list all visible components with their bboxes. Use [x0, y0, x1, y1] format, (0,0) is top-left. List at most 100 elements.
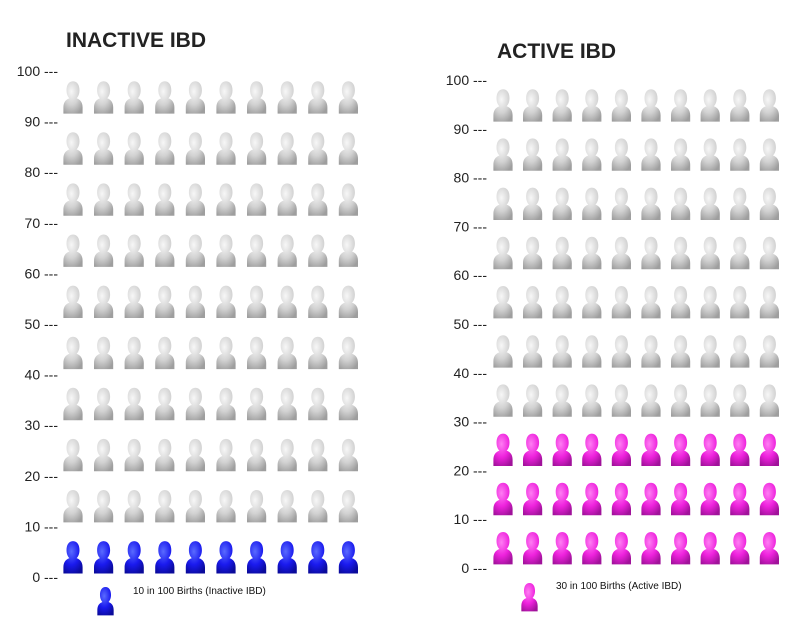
legend-person-icon: [521, 583, 538, 612]
person-icon: [700, 89, 720, 122]
person-icon: [582, 187, 602, 220]
y-tick-label: 50 ---: [25, 316, 59, 332]
highlighted-person-icon: [700, 532, 720, 565]
y-tick-label: 100 ---: [17, 63, 59, 79]
highlighted-person-icon: [582, 482, 602, 516]
person-icon: [700, 335, 720, 368]
person-icon: [185, 336, 205, 370]
highlighted-person-icon: [730, 532, 750, 565]
person-icon: [155, 234, 175, 267]
person-icon: [641, 236, 661, 270]
person-icon: [124, 285, 144, 318]
person-icon: [338, 336, 358, 370]
person-icon: [759, 335, 779, 368]
person-icon: [611, 187, 631, 220]
person-icon: [277, 438, 297, 472]
highlighted-person-icon: [124, 541, 144, 574]
person-icon: [552, 286, 572, 319]
person-icon: [124, 438, 144, 472]
y-tick-label: 90 ---: [25, 114, 59, 130]
highlighted-person-icon: [523, 482, 543, 516]
person-icon: [216, 336, 236, 370]
highlighted-person-icon: [493, 482, 513, 516]
person-icon: [641, 335, 661, 368]
person-icon: [700, 236, 720, 270]
highlighted-person-icon: [700, 433, 720, 466]
person-icon: [308, 183, 328, 216]
person-icon: [308, 336, 328, 370]
person-icon: [185, 132, 205, 165]
person-icon: [94, 81, 114, 114]
highlighted-person-icon: [94, 541, 114, 574]
person-icon: [216, 438, 236, 472]
person-icon: [308, 387, 328, 421]
y-tick-label: 50 ---: [454, 316, 488, 332]
person-icon: [552, 236, 572, 270]
person-icon: [552, 187, 572, 220]
person-icon: [338, 438, 358, 472]
y-tick-label: 20 ---: [454, 462, 488, 478]
highlighted-person-icon: [493, 532, 513, 565]
highlighted-person-icon: [155, 541, 175, 574]
person-icon: [671, 89, 691, 122]
y-tick-label: 70 ---: [454, 218, 488, 234]
person-icon: [582, 138, 602, 171]
person-icon: [523, 187, 543, 220]
person-icon: [582, 286, 602, 319]
person-icon: [277, 132, 297, 165]
y-tick-label: 10 ---: [25, 518, 59, 534]
person-icon: [216, 387, 236, 421]
person-icon: [308, 81, 328, 114]
highlighted-person-icon: [308, 541, 328, 574]
highlighted-person-icon: [759, 433, 779, 466]
person-icon: [611, 335, 631, 368]
person-icon: [124, 81, 144, 114]
person-icon: [308, 438, 328, 472]
person-icon: [611, 89, 631, 122]
person-icon: [730, 89, 750, 122]
highlighted-person-icon: [338, 541, 358, 574]
person-icon: [641, 384, 661, 417]
highlighted-person-icon: [700, 482, 720, 516]
person-icon: [216, 81, 236, 114]
person-icon: [493, 187, 513, 220]
pictograph-grid: [63, 81, 358, 574]
person-icon: [63, 183, 83, 216]
highlighted-person-icon: [641, 482, 661, 516]
person-icon: [94, 438, 114, 472]
person-icon: [155, 132, 175, 165]
person-icon: [338, 132, 358, 165]
person-icon: [277, 387, 297, 421]
highlighted-person-icon: [582, 532, 602, 565]
person-icon: [730, 236, 750, 270]
person-icon: [247, 336, 267, 370]
person-icon: [671, 236, 691, 270]
y-tick-label: 90 ---: [454, 121, 488, 137]
person-icon: [641, 89, 661, 122]
person-icon: [247, 490, 267, 523]
person-icon: [523, 236, 543, 270]
highlighted-person-icon: [730, 482, 750, 516]
person-icon: [185, 285, 205, 318]
person-icon: [63, 234, 83, 267]
person-icon: [277, 285, 297, 318]
highlighted-person-icon: [671, 433, 691, 466]
person-icon: [730, 384, 750, 417]
person-icon: [641, 187, 661, 220]
legend-person-icon: [97, 587, 114, 616]
person-icon: [277, 183, 297, 216]
highlighted-person-icon: [185, 541, 205, 574]
person-icon: [730, 138, 750, 171]
person-icon: [308, 132, 328, 165]
highlighted-person-icon: [216, 541, 236, 574]
y-tick-label: 100 ---: [446, 72, 488, 88]
y-tick-label: 40 ---: [25, 367, 59, 383]
person-icon: [700, 384, 720, 417]
person-icon: [641, 286, 661, 319]
legend-label: 30 in 100 Births (Active IBD): [556, 581, 682, 592]
y-tick-label: 30 ---: [454, 414, 488, 430]
y-tick-label: 20 ---: [25, 468, 59, 484]
person-icon: [63, 132, 83, 165]
y-tick-label: 40 ---: [454, 365, 488, 381]
person-icon: [277, 490, 297, 523]
